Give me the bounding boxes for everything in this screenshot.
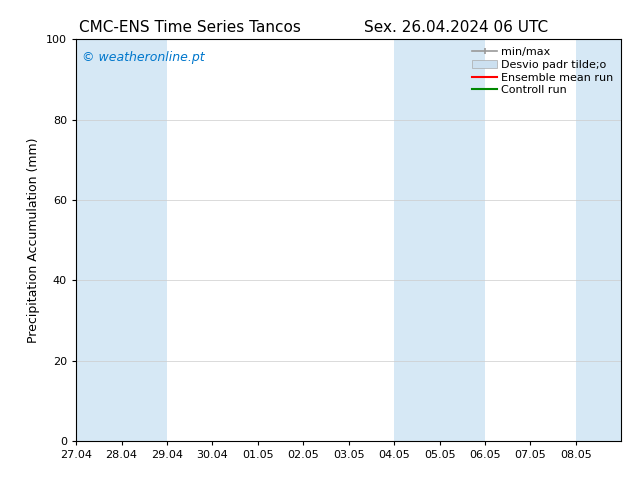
Y-axis label: Precipitation Accumulation (mm): Precipitation Accumulation (mm)	[27, 137, 41, 343]
Legend: min/max, Desvio padr tilde;o, Ensemble mean run, Controll run: min/max, Desvio padr tilde;o, Ensemble m…	[470, 45, 616, 98]
Text: CMC-ENS Time Series Tancos: CMC-ENS Time Series Tancos	[79, 20, 301, 35]
Bar	[394, 39, 485, 441]
Bar	[76, 39, 167, 441]
Bar	[576, 39, 621, 441]
Text: © weatheronline.pt: © weatheronline.pt	[82, 51, 204, 64]
Text: Sex. 26.04.2024 06 UTC: Sex. 26.04.2024 06 UTC	[365, 20, 548, 35]
